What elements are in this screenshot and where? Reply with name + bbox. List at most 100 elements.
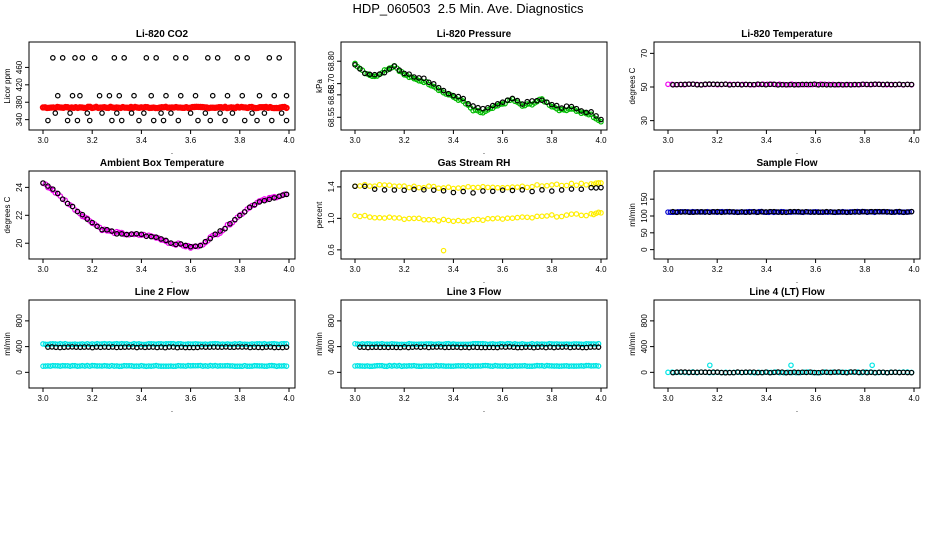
data-point xyxy=(548,103,555,110)
series-line3-black xyxy=(357,344,602,351)
y-tick-label: 68.70 xyxy=(327,73,336,94)
data-point xyxy=(519,183,526,190)
data-point xyxy=(440,216,447,223)
series-rh-yellow-high xyxy=(352,180,604,192)
chart-title: Ambient Box Temperature xyxy=(100,158,225,169)
data-point xyxy=(241,117,248,124)
data-point xyxy=(163,237,169,244)
data-point xyxy=(366,214,373,220)
data-point xyxy=(465,100,471,107)
data-point xyxy=(381,182,388,188)
data-point xyxy=(64,200,71,207)
data-point xyxy=(440,87,447,94)
data-point xyxy=(485,215,491,222)
data-point xyxy=(470,216,476,223)
data-point xyxy=(480,188,486,194)
data-point xyxy=(160,117,167,124)
data-point xyxy=(430,187,437,193)
data-point xyxy=(207,235,214,242)
data-point xyxy=(391,63,398,69)
data-point xyxy=(593,362,599,369)
x-axis-dot: . xyxy=(796,147,798,156)
data-point xyxy=(430,216,437,223)
data-point xyxy=(480,183,486,190)
data-point xyxy=(475,184,481,191)
data-point xyxy=(209,92,216,99)
data-point xyxy=(121,55,127,61)
data-point xyxy=(148,92,155,99)
data-point xyxy=(445,184,452,190)
data-point xyxy=(91,55,98,61)
data-point xyxy=(435,84,442,91)
data-point xyxy=(50,55,56,61)
data-point xyxy=(524,214,531,221)
data-point xyxy=(391,215,398,221)
data-point xyxy=(499,216,506,222)
data-point xyxy=(187,110,194,116)
chart-panel-6: Sample Flow ml/min 3.0 3.2 3.4 3.6 3.8 4.0. 0 50 1… xyxy=(628,158,921,285)
data-point xyxy=(485,104,491,111)
data-point xyxy=(445,217,452,224)
data-point xyxy=(45,183,51,189)
y-tick-label: 0 xyxy=(640,370,649,375)
y-tick-label: 800 xyxy=(640,314,649,328)
x-tick-label: 3.0 xyxy=(349,394,361,403)
data-point xyxy=(268,117,275,124)
data-point xyxy=(271,92,278,99)
data-point xyxy=(595,340,602,347)
data-point xyxy=(126,341,132,348)
data-point xyxy=(477,109,484,116)
data-point xyxy=(460,218,467,225)
data-point xyxy=(558,105,565,111)
data-point xyxy=(519,214,526,220)
data-point xyxy=(406,71,412,77)
data-point xyxy=(524,98,531,105)
data-point xyxy=(534,213,540,220)
x-tick-label: 3.2 xyxy=(87,265,99,274)
x-tick-label: 3.8 xyxy=(859,394,871,403)
data-point xyxy=(450,92,457,99)
data-point xyxy=(578,212,585,219)
data-point xyxy=(52,190,59,196)
data-point xyxy=(529,183,535,190)
data-point xyxy=(401,70,408,77)
data-point xyxy=(168,110,174,116)
data-point xyxy=(352,212,358,219)
x-axis-dot: . xyxy=(171,147,173,156)
x-tick-label: 3.6 xyxy=(810,136,822,145)
data-point xyxy=(494,184,501,191)
data-point xyxy=(371,183,378,189)
x-tick-label: 3.0 xyxy=(349,265,361,274)
data-point xyxy=(583,182,590,188)
series-line4-black xyxy=(670,369,915,376)
data-point xyxy=(381,215,388,221)
data-point xyxy=(128,110,135,116)
data-point xyxy=(411,215,417,222)
data-point xyxy=(268,362,275,369)
data-point xyxy=(908,208,915,215)
y-axis-label: degrees C xyxy=(628,67,637,104)
x-axis-dot: . xyxy=(483,276,485,285)
chart-title: Li-820 CO2 xyxy=(136,29,189,40)
x-tick-label: 4.0 xyxy=(283,265,295,274)
data-point xyxy=(578,180,585,187)
data-point xyxy=(229,110,236,116)
data-point xyxy=(558,187,565,193)
data-point xyxy=(74,117,81,124)
data-point xyxy=(173,55,179,61)
data-point xyxy=(153,234,159,240)
data-point xyxy=(357,213,363,220)
x-tick-label: 3.4 xyxy=(448,136,460,145)
x-tick-label: 4.0 xyxy=(908,136,920,145)
data-point xyxy=(568,103,575,110)
data-point xyxy=(416,184,422,191)
data-point xyxy=(84,216,91,222)
data-point xyxy=(421,75,427,82)
chart-panel-5: Gas Stream RH percent 3.0 3.2 3.4 3.6 3.8 4.0. 0… xyxy=(315,158,608,285)
data-point xyxy=(421,187,427,193)
y-tick-label: 150 xyxy=(640,192,649,206)
data-point xyxy=(544,213,550,219)
x-axis-dot: . xyxy=(796,405,798,414)
data-point xyxy=(192,92,199,99)
data-point xyxy=(52,110,59,116)
